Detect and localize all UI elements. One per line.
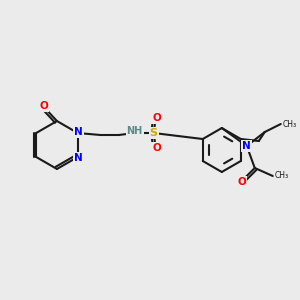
Text: O: O — [152, 143, 161, 153]
Text: N: N — [74, 127, 83, 137]
Text: S: S — [150, 128, 158, 138]
Text: O: O — [40, 101, 48, 111]
Text: CH₃: CH₃ — [283, 119, 297, 128]
Text: CH₃: CH₃ — [275, 172, 289, 181]
Text: N: N — [74, 153, 83, 163]
Text: N: N — [242, 141, 251, 151]
Text: O: O — [152, 113, 161, 123]
Text: O: O — [237, 177, 246, 187]
Text: NH: NH — [127, 126, 143, 136]
